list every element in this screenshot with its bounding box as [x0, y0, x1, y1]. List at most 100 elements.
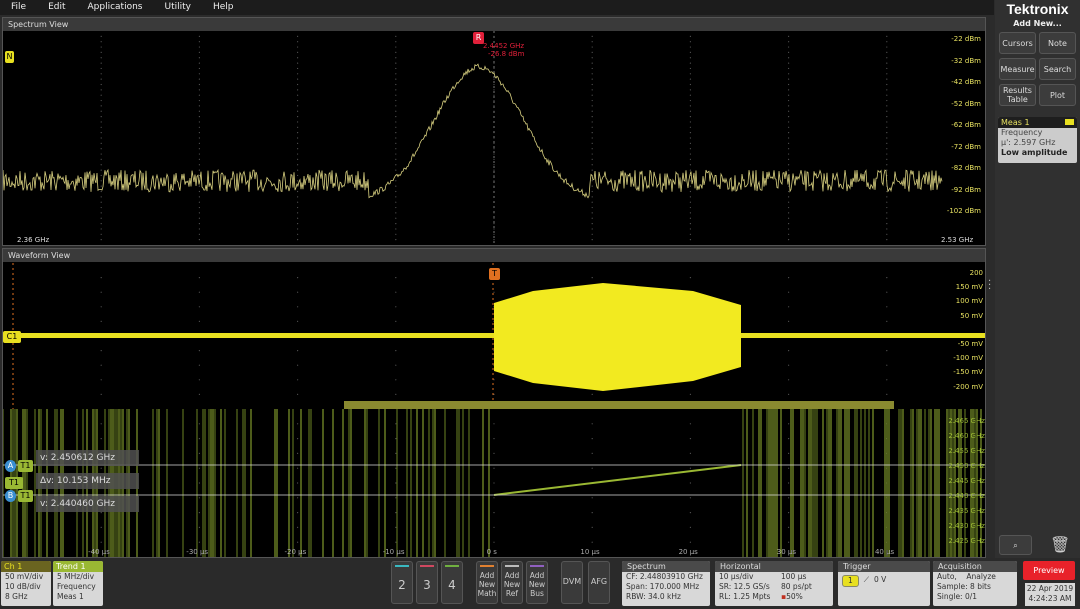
grid-dot [689, 541, 692, 543]
trigger-badge[interactable]: Trigger 1 ⟋ 0 V [838, 561, 930, 606]
cursor-b-handle[interactable]: B [5, 490, 16, 502]
spectrum-plot[interactable] [3, 31, 985, 245]
trend1-badge[interactable]: Trend 1 5 MHz/div Frequency Meas 1 [53, 561, 103, 606]
grid-dot [591, 83, 593, 86]
panel-resize-handle[interactable]: · · · [988, 276, 992, 295]
waveform-plot[interactable] [3, 263, 985, 409]
spectrum-view[interactable]: Spectrum View N R 2.4452 GHz -26.8 dBm 2… [2, 17, 986, 246]
menu-utility[interactable]: Utility [164, 2, 191, 12]
add-new-math-button[interactable]: Add New Math [476, 561, 498, 604]
time-tick: -10 µs [382, 548, 405, 556]
afg-button[interactable]: AFG [588, 561, 610, 604]
cursors-button[interactable]: Cursors [999, 32, 1036, 54]
search-button[interactable]: Search [1039, 58, 1076, 80]
channel-2-button[interactable]: 2 [391, 561, 413, 604]
cursor-delta-readout: Δv: 10.153 MHz [36, 473, 139, 489]
channel-3-button[interactable]: 3 [416, 561, 438, 604]
acquisition-count: Single: 0/1 [937, 592, 978, 601]
grid-dot [198, 239, 200, 241]
meas1-badge[interactable]: Meas 1 Frequency µ': 2.597 GHz Low ampli… [998, 117, 1077, 163]
add-new-ref-button[interactable]: Add New Ref [501, 561, 523, 604]
grid-dot [297, 164, 299, 166]
grid-dot [395, 83, 397, 86]
grid-dot [198, 467, 200, 469]
grid-dot [198, 190, 200, 193]
results-table-button[interactable]: Results Table [999, 84, 1036, 106]
grid-dot [591, 67, 593, 70]
grid-dot [591, 142, 593, 144]
trend-plot[interactable] [3, 409, 985, 557]
grid-dot [297, 320, 299, 322]
add-new-bus-button[interactable]: Add New Bus [526, 561, 548, 604]
grid-dot [493, 379, 495, 381]
grid-dot [689, 201, 692, 203]
menu-applications[interactable]: Applications [87, 2, 143, 12]
grid-dot [886, 196, 888, 198]
grid-dot [689, 126, 692, 128]
note-button[interactable]: Note [1039, 32, 1076, 54]
grid-dot [689, 467, 692, 469]
grid-dot [689, 99, 692, 102]
grid-dot [886, 67, 888, 70]
grid-dot [297, 62, 299, 64]
grid-dot [886, 212, 888, 214]
grid-dot [493, 99, 495, 102]
grid-dot [297, 228, 299, 230]
plot-button[interactable]: Plot [1039, 84, 1076, 106]
grid-dot [100, 83, 102, 86]
grid-dot [788, 452, 790, 454]
grid-dot [886, 99, 888, 102]
zoom-icon[interactable]: ⌕ [999, 535, 1032, 555]
grid-dot [395, 51, 397, 53]
grid-dot [689, 233, 692, 235]
grid-dot [198, 320, 200, 322]
grid-dot [297, 83, 299, 86]
menu-edit[interactable]: Edit [48, 2, 66, 12]
cursor-a-handle[interactable]: A [5, 460, 16, 472]
ch1-badge[interactable]: Ch 1 50 mV/div 10 dB/div 8 GHz [1, 561, 51, 606]
dvm-button[interactable]: DVM [561, 561, 583, 604]
grid-dot [297, 137, 299, 139]
spectrum-view-title: Spectrum View [3, 18, 985, 31]
grid-dot [100, 89, 102, 91]
grid-dot [493, 223, 495, 225]
time-tick: -40 µs [88, 548, 110, 556]
grid-dot [297, 423, 299, 425]
grid-dot [788, 239, 790, 241]
spectrum-badge[interactable]: Spectrum CF: 2.44803910 GHz Span: 170.00… [622, 561, 710, 606]
marker-level: -26.8 dBm [488, 50, 525, 58]
grid-dot [297, 196, 299, 198]
menu-file[interactable]: File [11, 2, 27, 12]
channel-4-label: 4 [448, 578, 456, 592]
menu-bar: File Edit Applications Utility Help [0, 0, 994, 15]
grid-dot [198, 452, 200, 454]
grid-dot [591, 212, 593, 214]
grid-dot [198, 51, 200, 53]
grid-dot [198, 35, 200, 37]
grid-dot [297, 169, 299, 171]
grid-dot [493, 482, 495, 484]
grid-dot [788, 158, 790, 160]
waveform-view[interactable]: Waveform View T C1 200 150 mV 100 mV 50 mV -… [2, 248, 986, 558]
grid-dot [591, 51, 593, 53]
menu-help[interactable]: Help [212, 2, 234, 12]
preview-button[interactable]: Preview [1023, 561, 1075, 580]
trend-offset-tag[interactable]: T1 [5, 477, 23, 489]
datetime[interactable]: 22 Apr 2019 4:24:23 AM [1025, 583, 1075, 606]
grid-dot [297, 89, 299, 91]
measure-button[interactable]: Measure [999, 58, 1036, 80]
acquisition-badge[interactable]: Acquisition Auto, Analyze Sample: 8 bits… [933, 561, 1017, 606]
horizontal-badge[interactable]: Horizontal 10 µs/div 100 µs SR: 12.5 GS/s… [715, 561, 833, 606]
grid-dot [788, 105, 790, 107]
marker-r-icon[interactable]: R [473, 32, 484, 44]
trigger-marker-icon[interactable]: T [489, 268, 500, 280]
grid-dot [198, 364, 200, 366]
ch1-offset-tag[interactable]: C1 [3, 331, 21, 343]
grid-dot [788, 148, 790, 150]
grid-dot [198, 212, 200, 214]
grid-dot [886, 116, 888, 118]
trash-icon[interactable]: 🗑 [1050, 535, 1071, 554]
label: Ref [505, 589, 519, 598]
cursor-b-readout: v: 2.440460 GHz [36, 496, 139, 512]
channel-4-button[interactable]: 4 [441, 561, 463, 604]
